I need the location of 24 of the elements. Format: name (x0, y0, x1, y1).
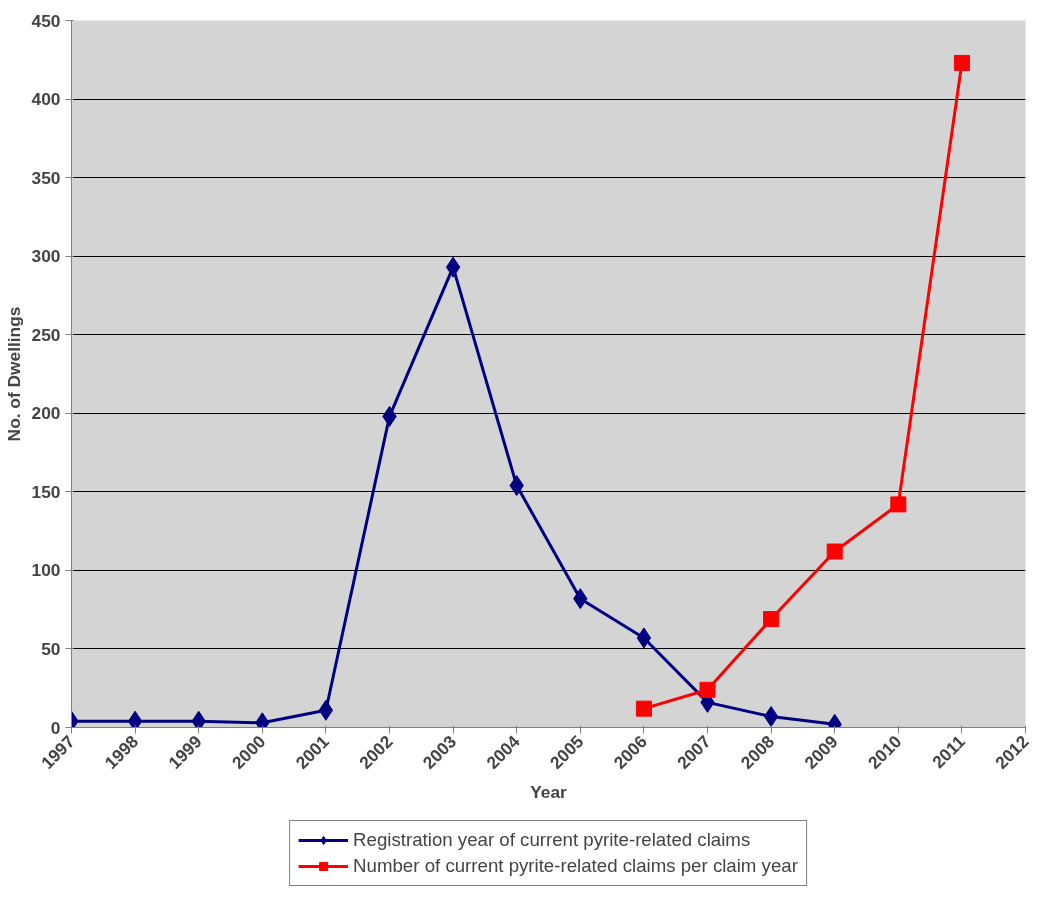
point (636, 627, 652, 649)
point (826, 543, 843, 560)
x-axis-title: Year (530, 782, 568, 803)
point (635, 700, 652, 717)
point (953, 54, 970, 71)
point (699, 681, 716, 698)
y-tick-label: 0 (50, 717, 61, 738)
y-tick-label: 400 (31, 89, 61, 110)
y-tick-label: 450 (31, 10, 61, 31)
y-tick-label: 50 (41, 638, 61, 659)
point (445, 256, 461, 278)
y-axis-title: No. of Dwellings (3, 306, 24, 442)
point (318, 699, 334, 721)
point (763, 706, 779, 727)
point (890, 496, 907, 513)
legend-label: Number of current pyrite-related claims per claim year (353, 854, 798, 877)
y-tick-label: 200 (31, 403, 61, 424)
y-tick-label: 350 (31, 167, 61, 188)
point (763, 611, 780, 628)
y-tick-label: 100 (31, 560, 61, 581)
y-tick-label: 300 (31, 246, 61, 267)
legend-label: Registration year of current pyrite-related claims (353, 828, 751, 851)
y-tick-label: 150 (31, 481, 61, 502)
y-tick-label: 250 (31, 324, 61, 345)
